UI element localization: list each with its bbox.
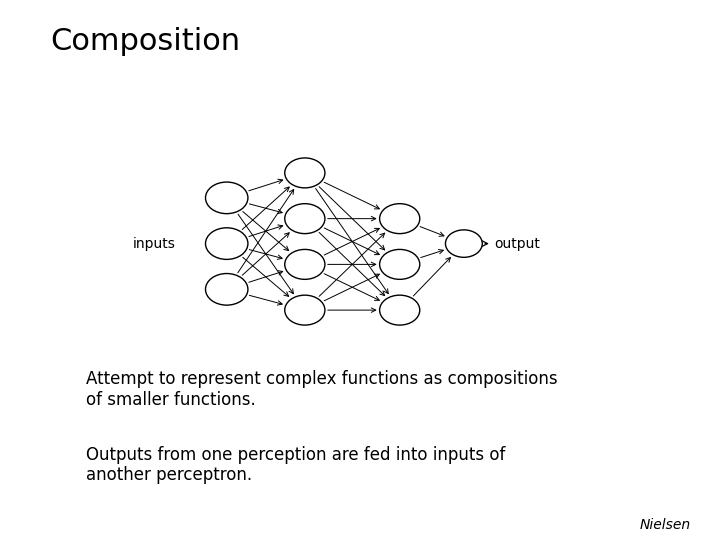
Text: Composition: Composition [50, 27, 240, 56]
Circle shape [379, 249, 420, 279]
Circle shape [379, 204, 420, 234]
Text: Attempt to represent complex functions as compositions
of smaller functions.: Attempt to represent complex functions a… [86, 370, 558, 409]
Circle shape [284, 204, 325, 234]
Text: inputs: inputs [132, 237, 176, 251]
Text: Outputs from one perception are fed into inputs of
another perceptron.: Outputs from one perception are fed into… [86, 446, 505, 484]
Text: output: output [495, 237, 541, 251]
Circle shape [284, 158, 325, 188]
Circle shape [205, 182, 248, 214]
Circle shape [205, 274, 248, 305]
Circle shape [446, 230, 482, 258]
Text: Nielsen: Nielsen [640, 518, 691, 532]
Circle shape [379, 295, 420, 325]
Circle shape [205, 228, 248, 259]
Circle shape [284, 249, 325, 279]
Circle shape [284, 295, 325, 325]
